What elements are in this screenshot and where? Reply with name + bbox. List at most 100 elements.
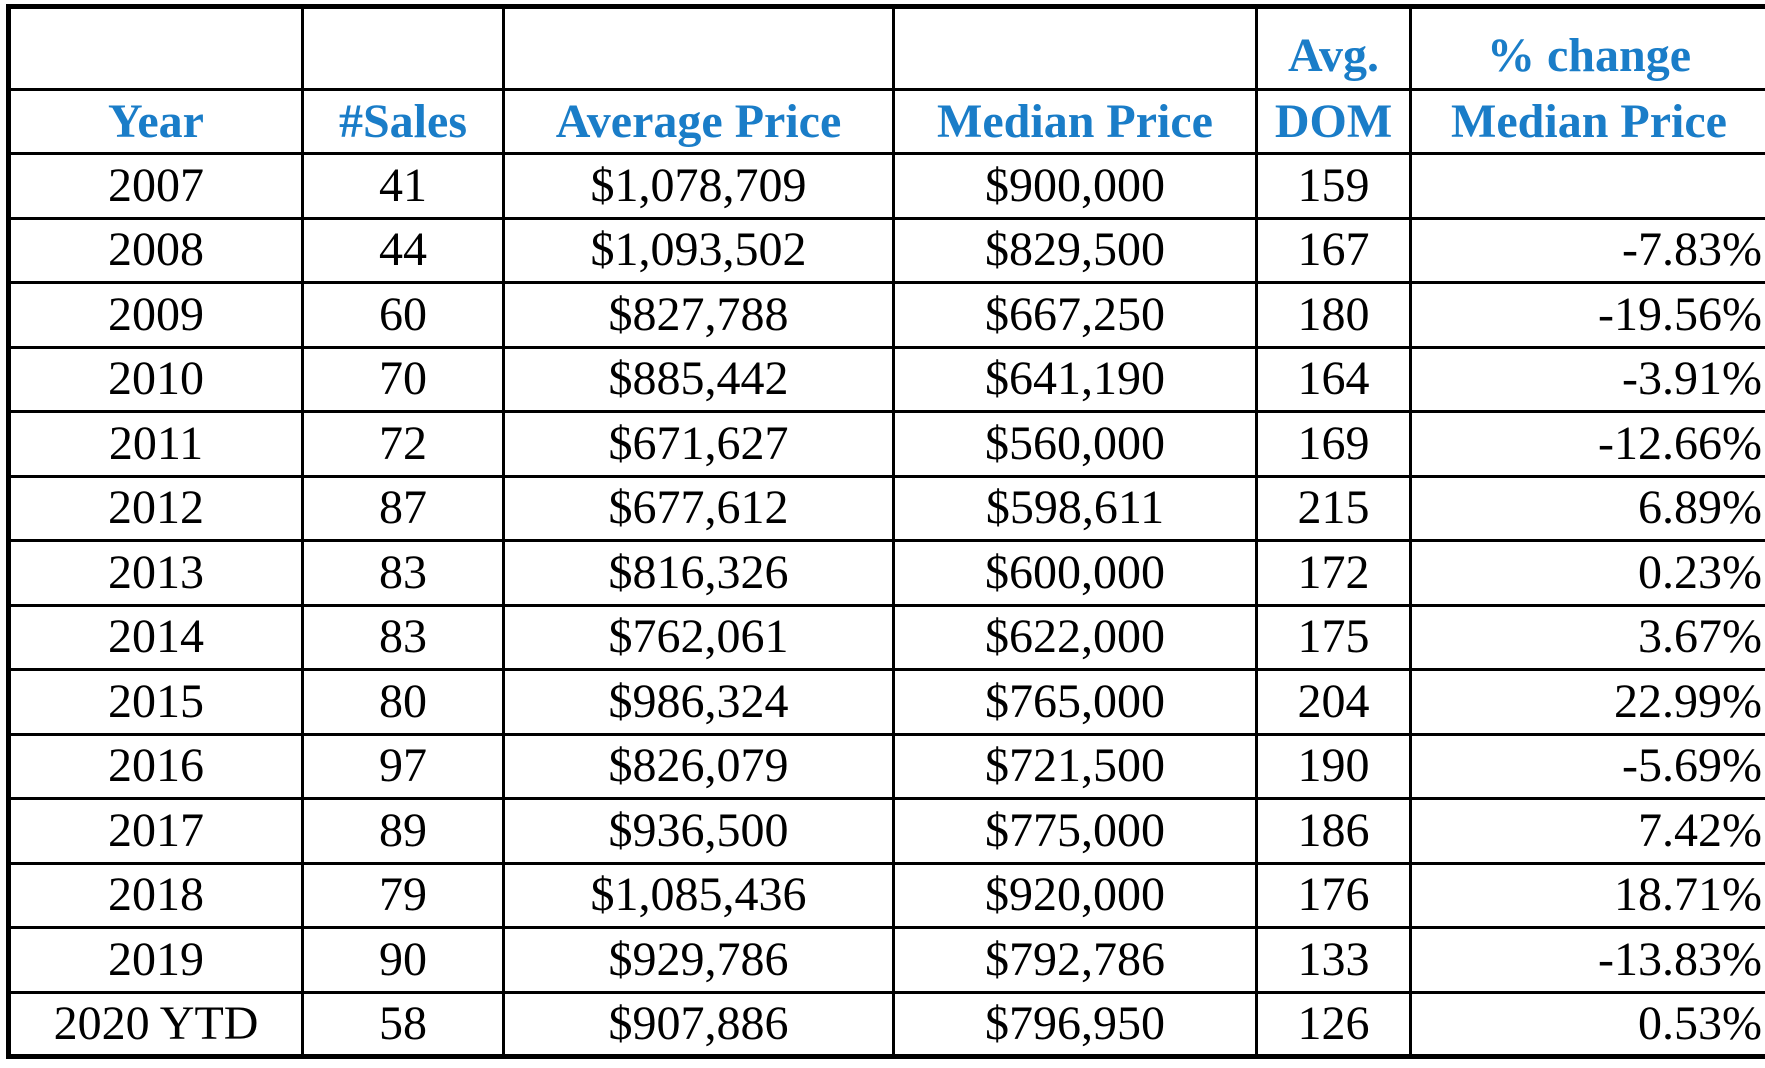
cell-median-price: $622,000 (892, 603, 1258, 671)
cell-sales: 70 (301, 345, 505, 413)
header-pct-change: Median Price (1409, 88, 1765, 155)
cell-sales: 83 (301, 539, 505, 607)
table-row: 2009 60 $827,788 $667,250 180 -19.56% (7, 281, 1765, 349)
cell-median-price: $829,500 (892, 216, 1258, 284)
cell-average-price: $907,886 (502, 990, 895, 1058)
cell-year: 2009 (7, 281, 304, 349)
cell-pct-change: -19.56% (1409, 281, 1765, 349)
cell-average-price: $1,093,502 (502, 216, 895, 284)
table-row: 2014 83 $762,061 $622,000 175 3.67% (7, 603, 1765, 671)
cell-median-price: $775,000 (892, 797, 1258, 865)
table-row: 2020 YTD 58 $907,886 $796,950 126 0.53% (7, 990, 1765, 1058)
header-average-price: Average Price (502, 88, 895, 155)
cell-sales: 44 (301, 216, 505, 284)
cell-pct-change: 0.53% (1409, 990, 1765, 1058)
cell-sales: 83 (301, 603, 505, 671)
cell-average-price: $936,500 (502, 797, 895, 865)
cell-median-price: $598,611 (892, 474, 1258, 542)
table-row: 2012 87 $677,612 $598,611 215 6.89% (7, 474, 1765, 542)
cell-pct-change: 7.42% (1409, 797, 1765, 865)
cell-pct-change (1409, 152, 1765, 220)
cell-median-price: $920,000 (892, 861, 1258, 929)
cell-sales: 80 (301, 668, 505, 736)
cell-average-price: $816,326 (502, 539, 895, 607)
cell-sales: 97 (301, 732, 505, 800)
cell-year: 2012 (7, 474, 304, 542)
table-row: 2018 79 $1,085,436 $920,000 176 18.71% (7, 861, 1765, 929)
cell-average-price: $826,079 (502, 732, 895, 800)
cell-dom: 204 (1255, 668, 1412, 736)
cell-year: 2018 (7, 861, 304, 929)
table-row: 2016 97 $826,079 $721,500 190 -5.69% (7, 732, 1765, 800)
cell-dom: 159 (1255, 152, 1412, 220)
cell-average-price: $1,078,709 (502, 152, 895, 220)
cell-pct-change: 6.89% (1409, 474, 1765, 542)
table-row: 2011 72 $671,627 $560,000 169 -12.66% (7, 410, 1765, 478)
cell-year: 2008 (7, 216, 304, 284)
cell-sales: 87 (301, 474, 505, 542)
cell-average-price: $986,324 (502, 668, 895, 736)
cell-year: 2020 YTD (7, 990, 304, 1058)
cell-dom: 133 (1255, 926, 1412, 994)
table-row: 2013 83 $816,326 $600,000 172 0.23% (7, 539, 1765, 607)
cell-year: 2007 (7, 152, 304, 220)
cell-pct-change: -7.83% (1409, 216, 1765, 284)
header-cell-blank (502, 5, 895, 91)
header-pct-change-top: % change (1409, 5, 1765, 91)
cell-pct-change: -13.83% (1409, 926, 1765, 994)
cell-average-price: $929,786 (502, 926, 895, 994)
cell-year: 2011 (7, 410, 304, 478)
header-row-top: Avg. % change (7, 5, 1765, 91)
cell-dom: 164 (1255, 345, 1412, 413)
cell-median-price: $560,000 (892, 410, 1258, 478)
header-cell-blank (892, 5, 1258, 91)
cell-sales: 79 (301, 861, 505, 929)
table-row: 2015 80 $986,324 $765,000 204 22.99% (7, 668, 1765, 736)
cell-sales: 41 (301, 152, 505, 220)
cell-median-price: $721,500 (892, 732, 1258, 800)
header-cell-blank (7, 5, 304, 91)
table-row: 2017 89 $936,500 $775,000 186 7.42% (7, 797, 1765, 865)
cell-median-price: $667,250 (892, 281, 1258, 349)
cell-average-price: $1,085,436 (502, 861, 895, 929)
cell-pct-change: -5.69% (1409, 732, 1765, 800)
cell-median-price: $792,786 (892, 926, 1258, 994)
header-row: Year #Sales Average Price Median Price D… (7, 88, 1765, 155)
header-median-price: Median Price (892, 88, 1258, 155)
cell-year: 2019 (7, 926, 304, 994)
cell-dom: 176 (1255, 861, 1412, 929)
cell-pct-change: 0.23% (1409, 539, 1765, 607)
cell-median-price: $900,000 (892, 152, 1258, 220)
cell-pct-change: -3.91% (1409, 345, 1765, 413)
cell-median-price: $796,950 (892, 990, 1258, 1058)
cell-year: 2017 (7, 797, 304, 865)
header-dom: DOM (1255, 88, 1412, 155)
cell-dom: 180 (1255, 281, 1412, 349)
cell-dom: 126 (1255, 990, 1412, 1058)
cell-dom: 215 (1255, 474, 1412, 542)
cell-dom: 172 (1255, 539, 1412, 607)
cell-median-price: $765,000 (892, 668, 1258, 736)
header-dom-top: Avg. (1255, 5, 1412, 91)
cell-sales: 58 (301, 990, 505, 1058)
cell-sales: 89 (301, 797, 505, 865)
cell-sales: 60 (301, 281, 505, 349)
cell-year: 2014 (7, 603, 304, 671)
cell-sales: 90 (301, 926, 505, 994)
cell-median-price: $641,190 (892, 345, 1258, 413)
cell-dom: 167 (1255, 216, 1412, 284)
cell-average-price: $885,442 (502, 345, 895, 413)
cell-average-price: $671,627 (502, 410, 895, 478)
table-row: 2008 44 $1,093,502 $829,500 167 -7.83% (7, 216, 1765, 284)
table-row: 2010 70 $885,442 $641,190 164 -3.91% (7, 345, 1765, 413)
cell-pct-change: 3.67% (1409, 603, 1765, 671)
cell-year: 2013 (7, 539, 304, 607)
cell-year: 2010 (7, 345, 304, 413)
cell-pct-change: 18.71% (1409, 861, 1765, 929)
cell-median-price: $600,000 (892, 539, 1258, 607)
cell-dom: 186 (1255, 797, 1412, 865)
header-cell-blank (301, 5, 505, 91)
sales-table: Avg. % change Year #Sales Average Price … (6, 4, 1765, 1059)
header-year: Year (7, 88, 304, 155)
cell-dom: 169 (1255, 410, 1412, 478)
